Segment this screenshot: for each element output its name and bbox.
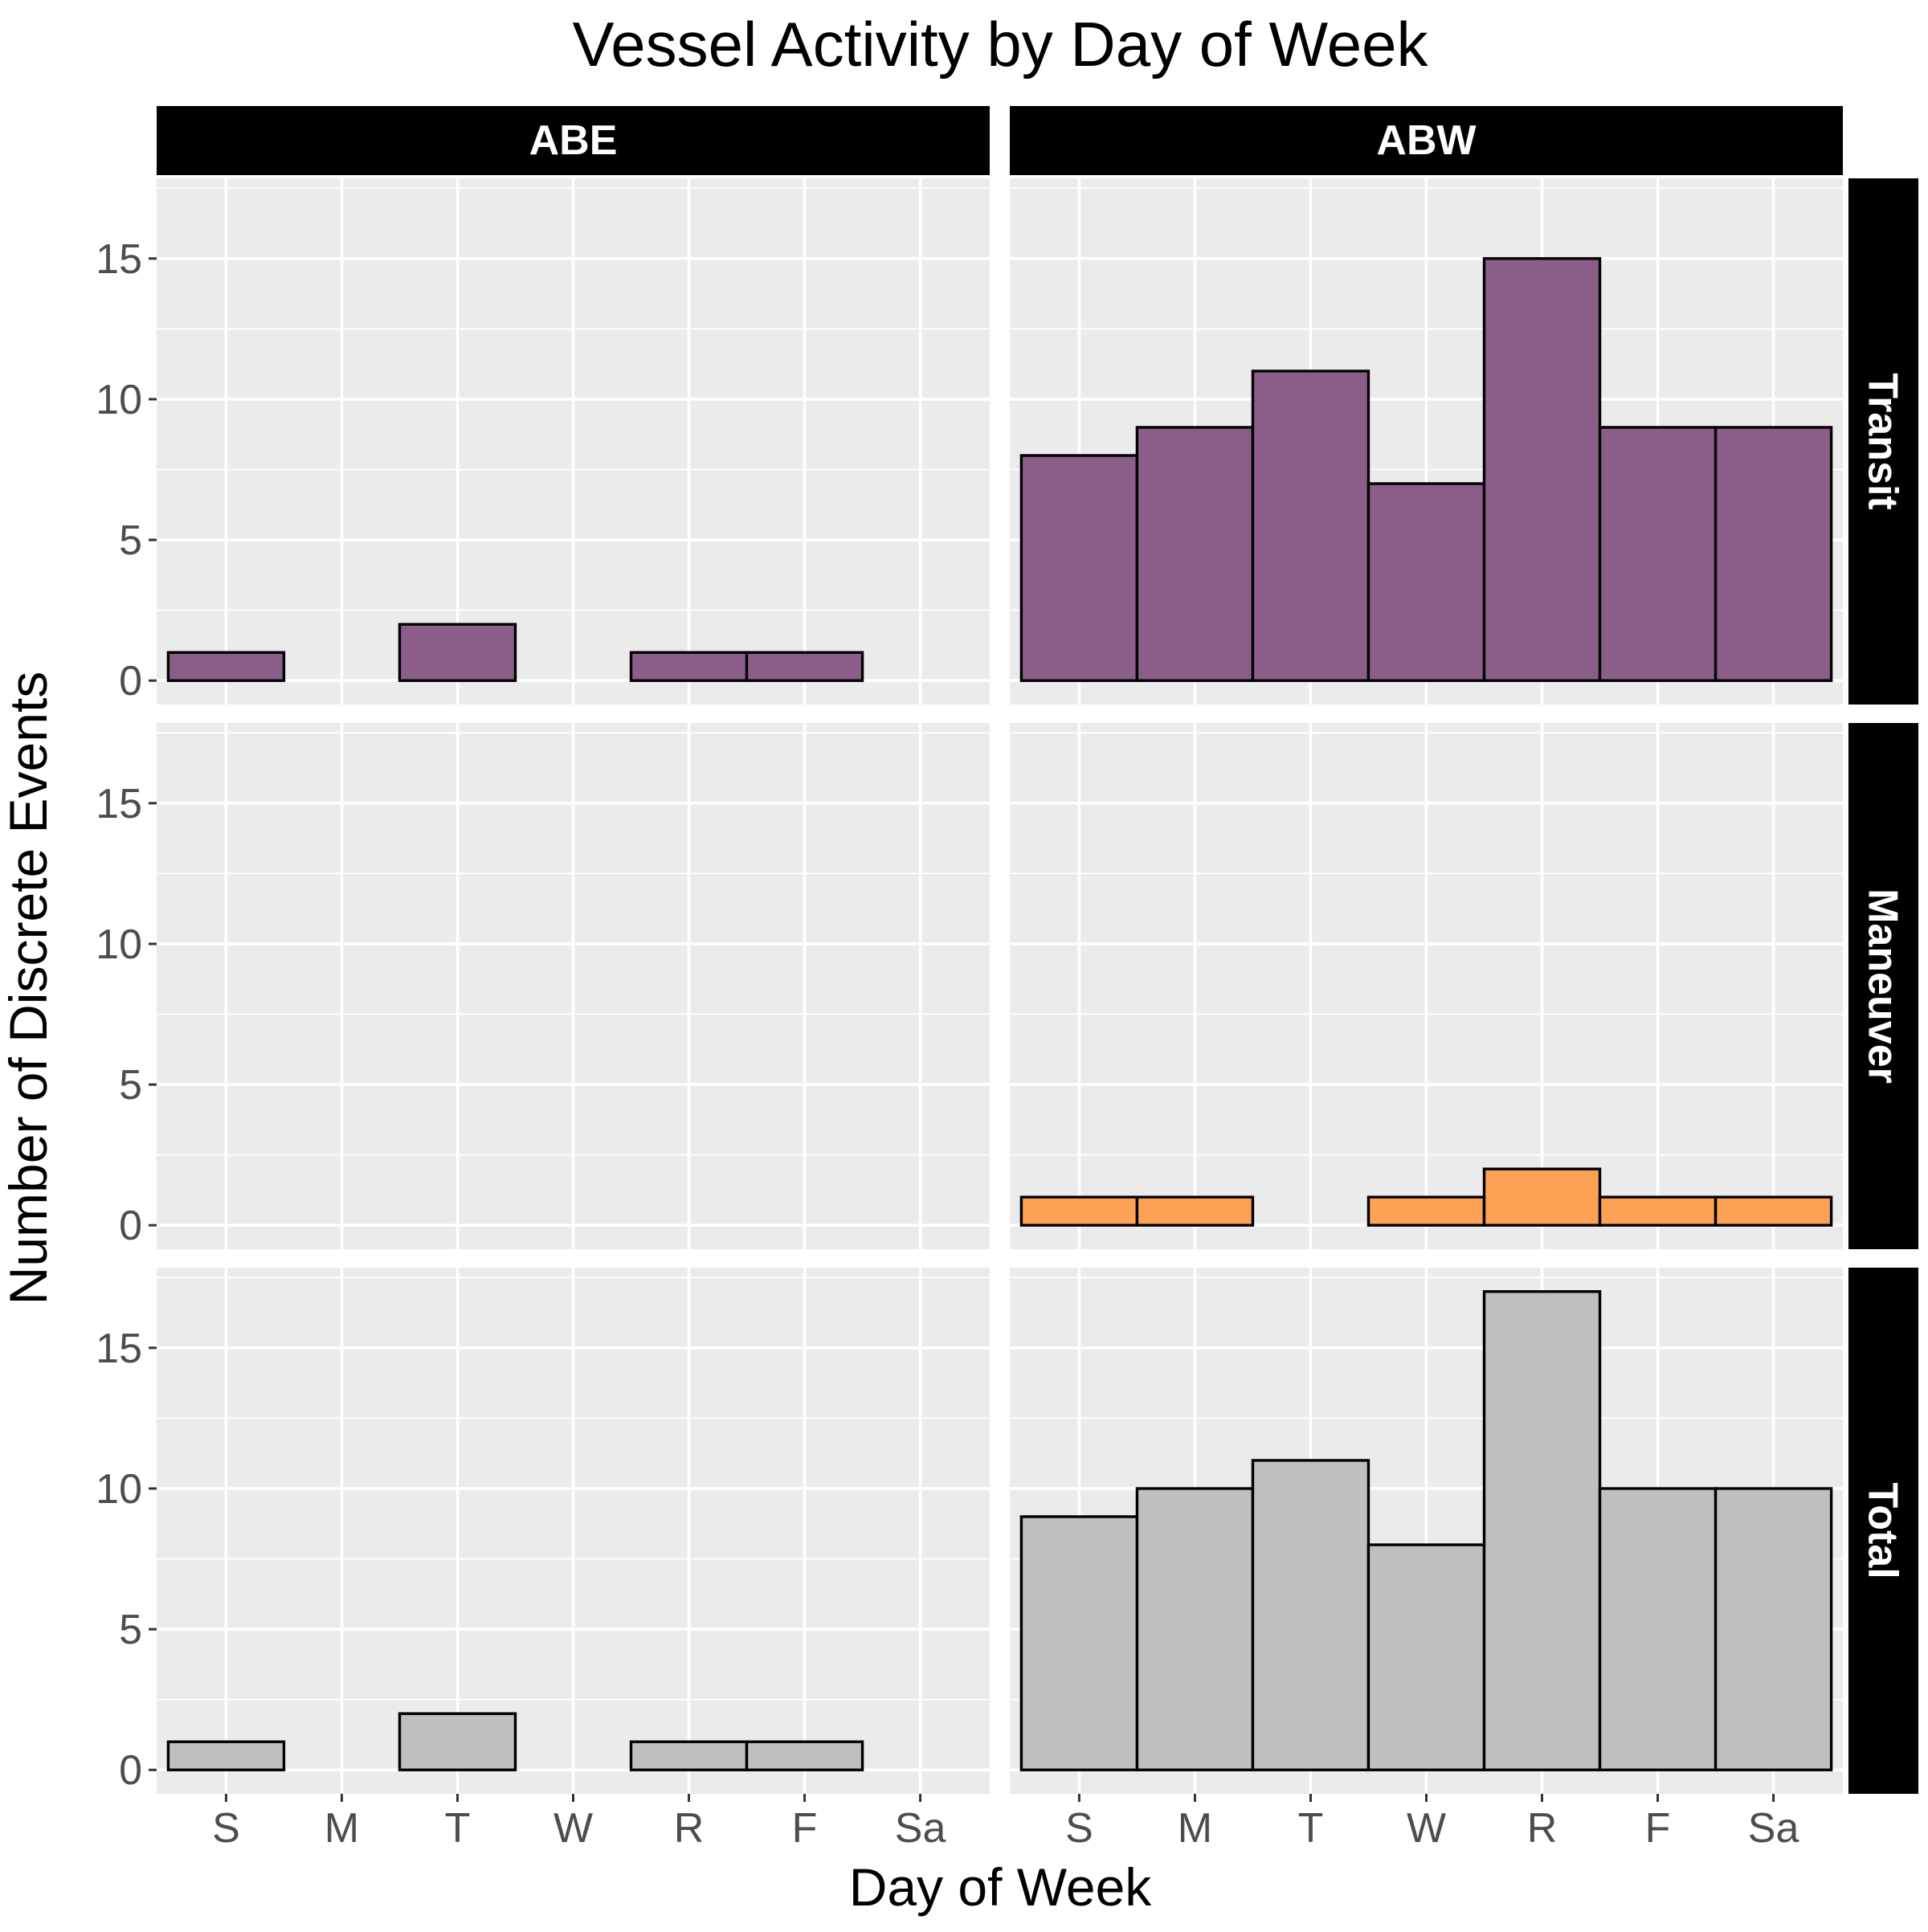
bar-abe-total-f <box>745 1740 864 1771</box>
chart-title: Vessel Activity by Day of Week <box>573 9 1429 80</box>
bar-abw-maneuver-sa <box>1714 1195 1833 1227</box>
bar-abw-maneuver-f <box>1598 1195 1718 1227</box>
bar-abe-transit-s <box>166 651 286 682</box>
bar-abw-transit-t <box>1251 370 1370 682</box>
bar-abe-transit-r <box>629 651 749 682</box>
bar-abw-transit-r <box>1482 257 1602 682</box>
bar-abw-maneuver-r <box>1482 1167 1602 1227</box>
row-strip-label-total: Total <box>1860 1482 1906 1579</box>
bar-abe-total-r <box>629 1740 749 1771</box>
y-tick-label-abe-transit: 10 <box>96 377 142 423</box>
column-strip-abe <box>157 106 990 175</box>
y-tick-label-abe-maneuver: 10 <box>96 921 142 968</box>
bar-abw-transit-s <box>1019 454 1139 682</box>
row-strip-transit <box>1848 178 1918 705</box>
column-strip-abw <box>1010 106 1843 175</box>
column-strip-label-abe: ABE <box>529 117 618 164</box>
x-tick-label-abe-r: R <box>674 1805 705 1852</box>
x-tick-label-abw-r: R <box>1527 1805 1558 1852</box>
x-axis-title: Day of Week <box>849 1857 1153 1917</box>
bar-abe-total-s <box>166 1740 286 1771</box>
y-tick-label-abe-transit: 5 <box>119 517 142 564</box>
bar-abw-transit-w <box>1366 482 1486 682</box>
x-tick-label-abe-t: T <box>445 1805 471 1852</box>
x-tick-label-abe-w: W <box>553 1805 593 1852</box>
bar-abw-maneuver-w <box>1366 1195 1486 1227</box>
bar-abe-total-t <box>398 1712 517 1771</box>
bar-abw-total-s <box>1019 1515 1139 1771</box>
bar-abw-total-t <box>1251 1459 1370 1771</box>
bar-abw-total-m <box>1135 1487 1255 1771</box>
y-tick-label-abe-transit: 15 <box>96 236 142 283</box>
bar-abw-transit-sa <box>1714 426 1833 682</box>
x-tick-label-abe-s: S <box>212 1805 240 1852</box>
bar-abw-total-f <box>1598 1487 1718 1771</box>
panels-layer: ABE ABW Transit Maneuver Total 0 5 10 15 0 5 10 15 0 5… <box>96 106 1918 1852</box>
y-tick-label-abe-total: 5 <box>119 1607 142 1653</box>
x-tick-label-abw-t: T <box>1298 1805 1324 1852</box>
x-tick-label-abw-w: W <box>1407 1805 1446 1852</box>
y-tick-label-abe-total: 10 <box>96 1466 142 1513</box>
x-tick-label-abe-f: F <box>792 1805 818 1852</box>
x-tick-label-abw-m: M <box>1178 1805 1212 1852</box>
x-tick-label-abe-sa: Sa <box>895 1805 946 1852</box>
y-tick-label-abe-maneuver: 5 <box>119 1062 142 1109</box>
row-strip-maneuver <box>1848 723 1918 1249</box>
x-tick-label-abw-s: S <box>1065 1805 1093 1852</box>
bar-abw-transit-m <box>1135 426 1255 682</box>
bar-abe-transit-f <box>745 651 864 682</box>
row-strip-label-maneuver: Maneuver <box>1860 888 1906 1084</box>
bar-abw-total-sa <box>1714 1487 1833 1771</box>
x-tick-label-abw-sa: Sa <box>1748 1805 1799 1852</box>
y-tick-label-abe-total: 15 <box>96 1325 142 1372</box>
row-strip-label-transit: Transit <box>1860 373 1906 510</box>
bar-abw-total-r <box>1482 1290 1602 1771</box>
y-tick-label-abe-maneuver: 15 <box>96 781 142 827</box>
bar-abw-total-w <box>1366 1543 1486 1771</box>
bar-abw-maneuver-s <box>1019 1195 1139 1227</box>
y-tick-label-abe-maneuver: 0 <box>119 1203 142 1249</box>
x-tick-label-abw-f: F <box>1645 1805 1671 1852</box>
y-tick-label-abe-transit: 0 <box>119 658 142 705</box>
y-tick-label-abe-total: 0 <box>119 1747 142 1794</box>
row-strip-total <box>1848 1268 1918 1794</box>
bar-abe-transit-t <box>398 623 517 682</box>
x-tick-label-abe-m: M <box>325 1805 359 1852</box>
column-strip-label-abw: ABW <box>1376 117 1477 164</box>
y-axis-title: Number of Discrete Events <box>0 672 58 1305</box>
bar-abw-transit-f <box>1598 426 1718 682</box>
bar-abw-maneuver-m <box>1135 1195 1255 1227</box>
